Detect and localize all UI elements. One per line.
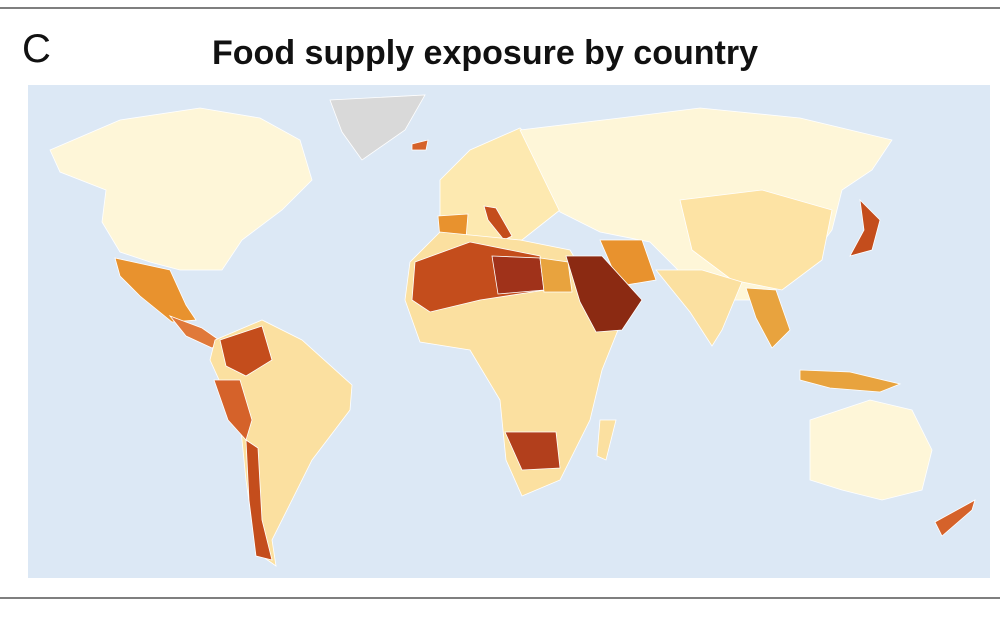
indonesia bbox=[799, 369, 902, 393]
se-asia bbox=[745, 287, 791, 349]
arabia bbox=[565, 255, 643, 333]
italy bbox=[483, 205, 513, 241]
map-title: Food supply exposure by country bbox=[212, 34, 758, 72]
colombia-venezuela bbox=[219, 325, 273, 377]
japan bbox=[849, 198, 881, 257]
madagascar bbox=[596, 419, 617, 461]
australia bbox=[809, 399, 933, 501]
north-america bbox=[49, 107, 313, 271]
china bbox=[679, 189, 833, 291]
peru bbox=[213, 379, 253, 441]
egypt bbox=[539, 257, 573, 293]
southern-africa bbox=[504, 431, 561, 471]
countries bbox=[49, 94, 976, 567]
libya bbox=[491, 255, 545, 295]
panel-label: C bbox=[22, 27, 51, 71]
iceland bbox=[411, 139, 429, 151]
greenland bbox=[329, 94, 426, 161]
new-zealand bbox=[934, 499, 976, 537]
chile bbox=[245, 439, 273, 561]
india bbox=[655, 269, 743, 347]
